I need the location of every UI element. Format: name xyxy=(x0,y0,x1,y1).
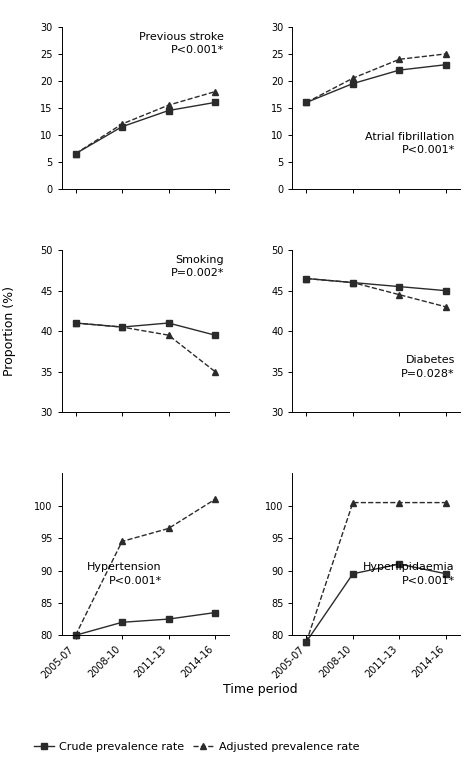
Text: Hypertension
P<0.001*: Hypertension P<0.001* xyxy=(87,562,162,586)
Text: Hyperlipidaemia
P<0.001*: Hyperlipidaemia P<0.001* xyxy=(363,562,455,586)
Text: Smoking
P=0.002*: Smoking P=0.002* xyxy=(170,255,224,278)
Text: Previous stroke
P<0.001*: Previous stroke P<0.001* xyxy=(139,32,224,55)
Text: Diabetes
P=0.028*: Diabetes P=0.028* xyxy=(401,356,455,379)
Legend: Crude prevalence rate, Adjusted prevalence rate: Crude prevalence rate, Adjusted prevalen… xyxy=(29,738,364,757)
Text: Atrial fibrillation
P<0.001*: Atrial fibrillation P<0.001* xyxy=(365,132,455,156)
Text: Proportion (%): Proportion (%) xyxy=(3,286,16,376)
Text: Time period: Time period xyxy=(223,683,298,695)
